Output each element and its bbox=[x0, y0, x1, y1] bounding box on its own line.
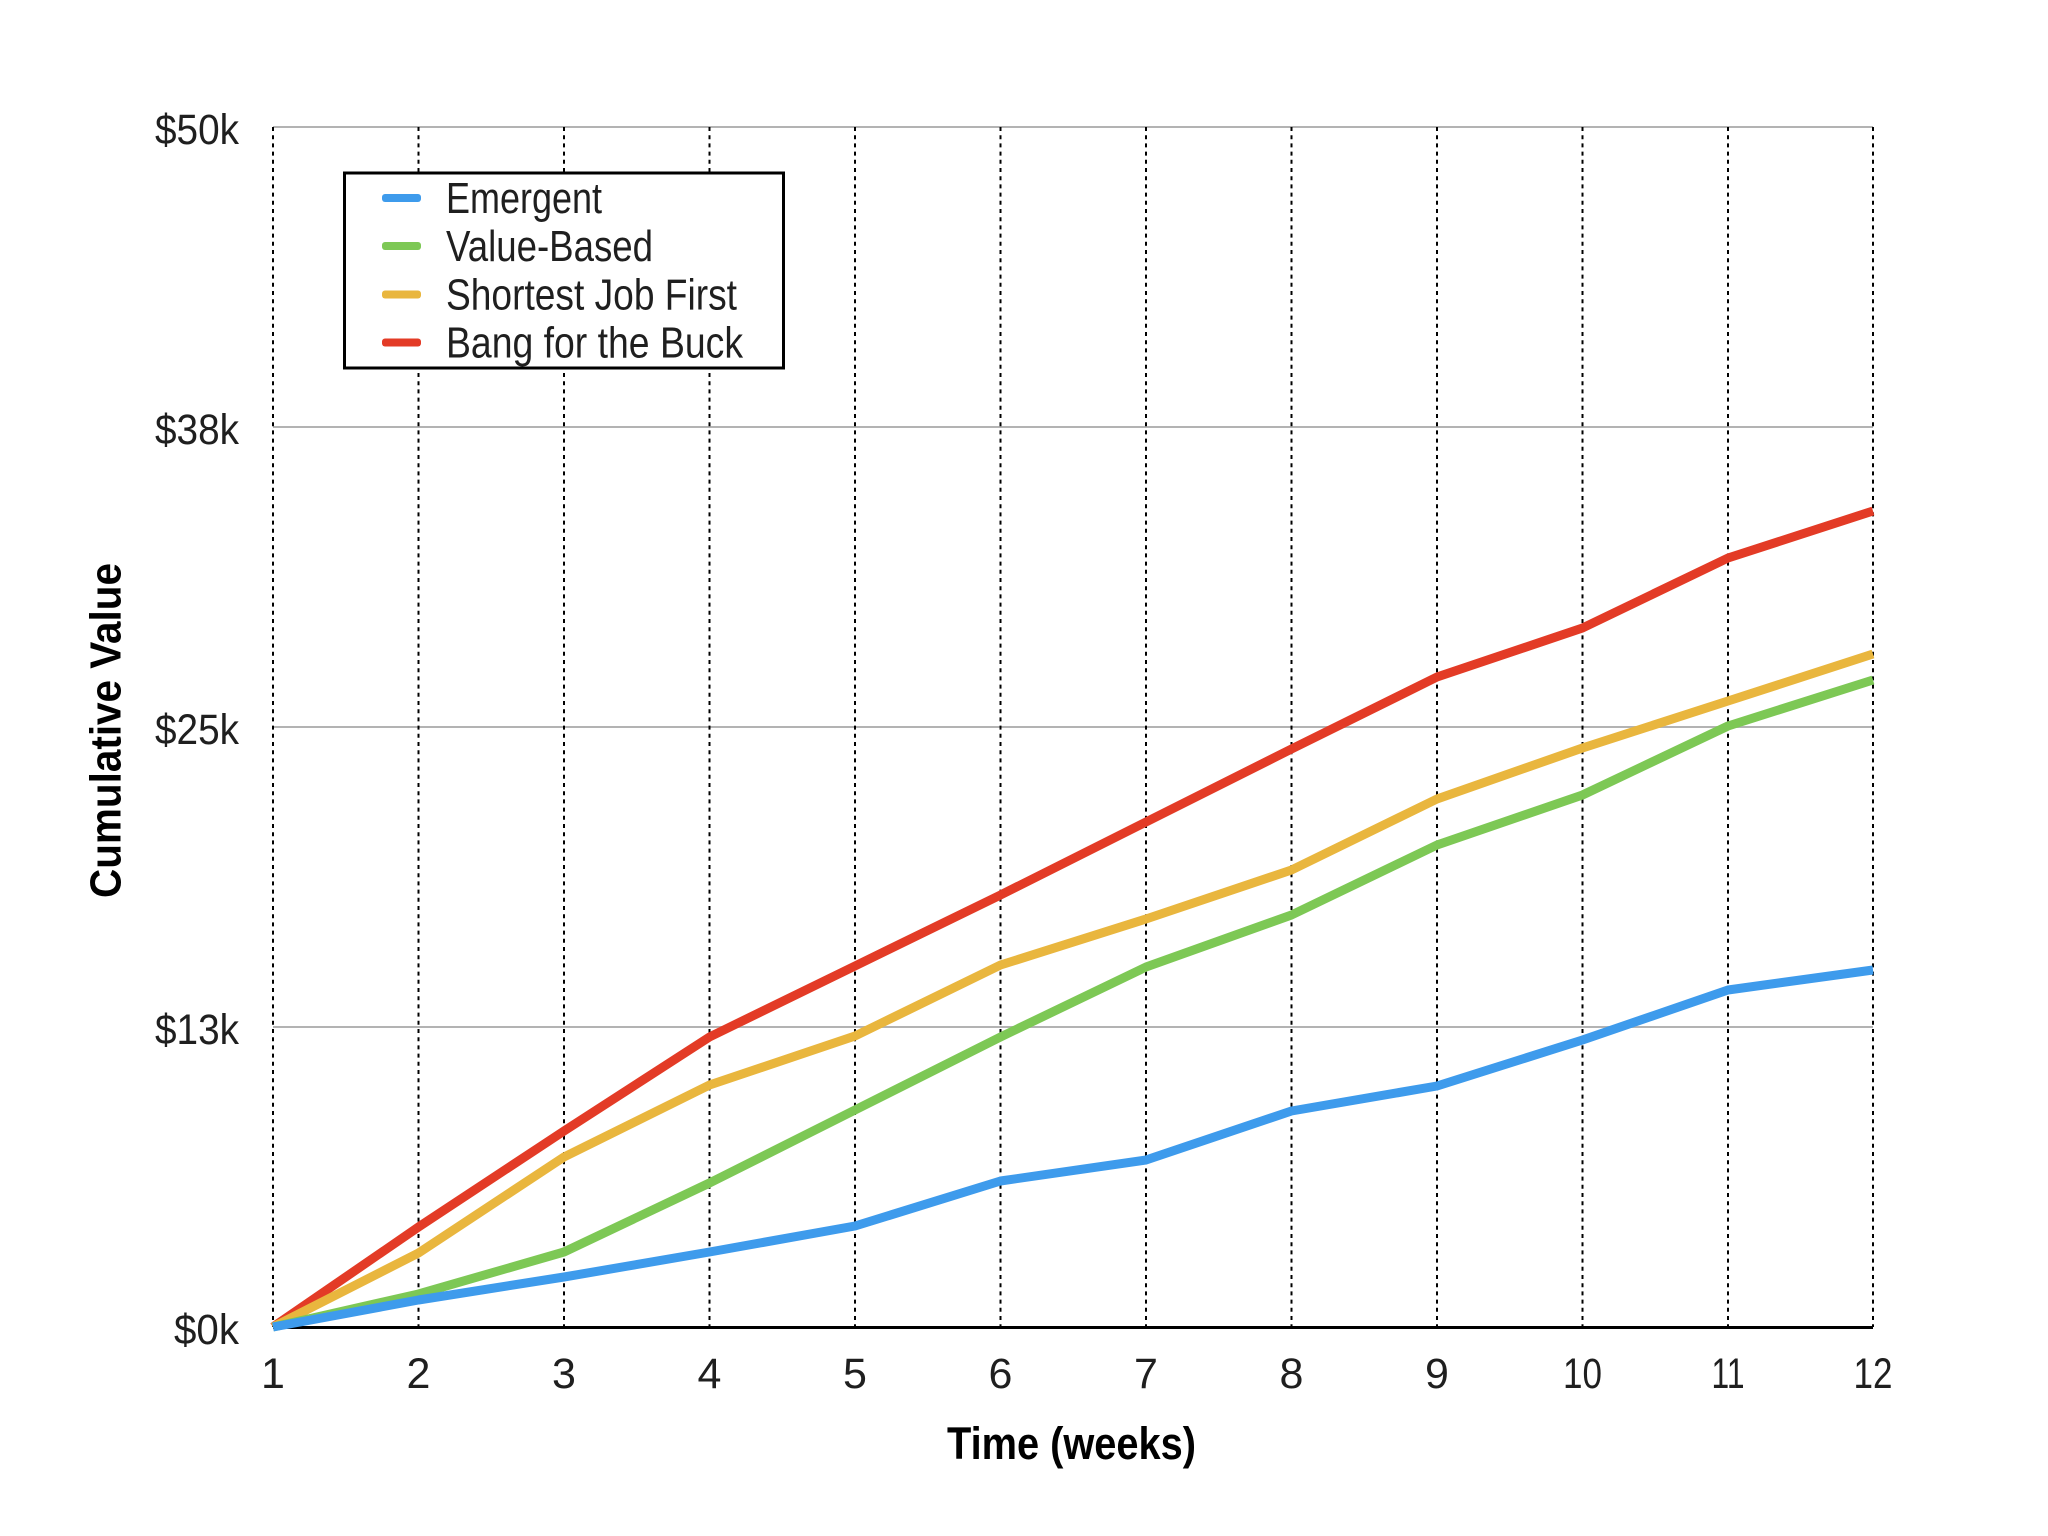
svg-text:$50k: $50k bbox=[155, 106, 239, 154]
svg-text:7: 7 bbox=[1134, 1350, 1158, 1398]
svg-text:$0k: $0k bbox=[174, 1306, 239, 1354]
svg-text:4: 4 bbox=[698, 1350, 722, 1398]
svg-text:$25k: $25k bbox=[155, 706, 239, 754]
svg-text:10: 10 bbox=[1563, 1350, 1602, 1398]
svg-text:$13k: $13k bbox=[155, 1006, 239, 1054]
svg-text:$38k: $38k bbox=[155, 406, 239, 454]
svg-text:8: 8 bbox=[1280, 1350, 1304, 1398]
svg-text:11: 11 bbox=[1712, 1350, 1745, 1398]
svg-text:1: 1 bbox=[261, 1350, 285, 1398]
svg-text:2: 2 bbox=[407, 1350, 431, 1398]
svg-text:Cumulative Value: Cumulative Value bbox=[82, 563, 131, 898]
svg-text:3: 3 bbox=[552, 1350, 576, 1398]
svg-text:Shortest Job First: Shortest Job First bbox=[446, 271, 737, 320]
svg-text:5: 5 bbox=[843, 1350, 867, 1398]
svg-text:12: 12 bbox=[1854, 1350, 1893, 1398]
svg-text:Time (weeks): Time (weeks) bbox=[947, 1418, 1196, 1469]
svg-text:Emergent: Emergent bbox=[446, 174, 602, 223]
svg-text:9: 9 bbox=[1425, 1350, 1449, 1398]
svg-text:6: 6 bbox=[989, 1350, 1013, 1398]
svg-text:Value-Based: Value-Based bbox=[446, 222, 653, 271]
svg-text:Bang for the Buck: Bang for the Buck bbox=[446, 319, 744, 368]
